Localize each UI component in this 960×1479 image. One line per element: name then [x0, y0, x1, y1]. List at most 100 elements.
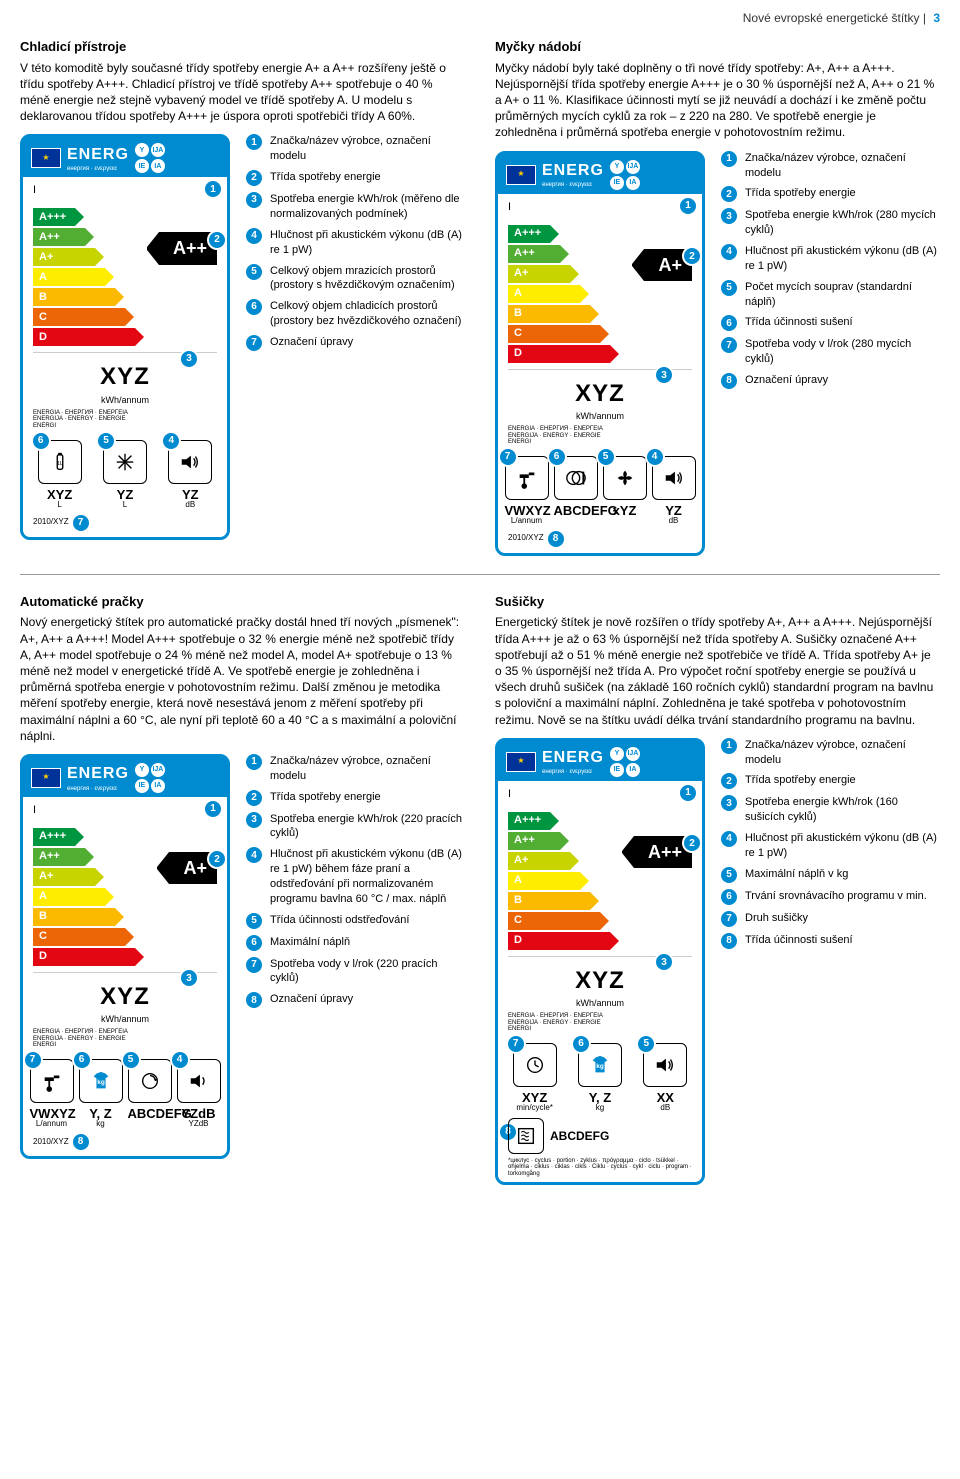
lang-codes: YIJAIEIA [135, 763, 175, 793]
legend-item: 6Třída účinnosti sušení [721, 315, 940, 331]
energy-class-row: A+++ [33, 208, 217, 226]
legend-item: 7Spotřeba vody v l/rok (280 mycích cyklů… [721, 337, 940, 367]
footnote: *циклус · cyclus · portion · zyklus · πρ… [498, 1158, 702, 1182]
legend-item: 1Značka/název výrobce, označení modelu [246, 754, 465, 784]
legend-item: 7Označení úpravy [246, 335, 465, 351]
section-column: Automatické pračky Nový energetický štít… [20, 593, 465, 1185]
eu-flag-icon: ★ [31, 148, 61, 168]
eu-flag-icon: ★ [506, 752, 536, 772]
regulation-row: 2010/XYZ 7 [23, 513, 227, 537]
class-arrows: A+++ A++ A+ A B C D A++ 2 [23, 208, 227, 346]
plates-icon: 6 [554, 456, 598, 500]
label-header: ★ ENERGенергия · ενεργεια YIJAIEIA [498, 154, 702, 194]
energia-text: ENERGIA · ЕНЕРГИЯ · ΕΝΕΡΓΕΙΑENERGIJA · E… [498, 426, 702, 450]
svg-text:kg: kg [97, 1079, 105, 1086]
section-divider [20, 574, 940, 575]
legend-item: 3Spotřeba energie kWh/rok (220 pracích c… [246, 812, 465, 842]
legend-item: 6Celkový objem chladicích prostorů (pros… [246, 299, 465, 329]
legend-item: 7Druh sušičky [721, 911, 940, 927]
section-row: Chladicí přístroje V této komoditě byly … [20, 38, 940, 556]
snowflake-icon: 5 [103, 440, 147, 484]
label-value: YZdBYZdB [177, 1107, 221, 1128]
label-value: VWXYZL/annum [505, 504, 549, 525]
energy-label: ★ ENERGенергия · ενεργεια YIJAIEIA III 1… [20, 754, 230, 1159]
brand-row: III 1 [23, 177, 227, 208]
values-row: VWXYZL/annumY, ZkgABCDEFGYZdBYZdB [23, 1107, 227, 1132]
page-number: 3 [933, 11, 940, 25]
energia-text: ENERGIA · ЕНЕРГИЯ · ΕΝΕΡΓΕΙΑENERGIJA · E… [23, 410, 227, 434]
energy-class-row: D [33, 948, 217, 966]
legend: 1Značka/název výrobce, označení modelu2T… [246, 754, 465, 1159]
label-value: YZL [103, 488, 147, 509]
legend-item: 5Celkový objem mrazicích prostorů (prost… [246, 264, 465, 294]
energy-class-row: B [33, 288, 217, 306]
energy-class-row: B [33, 908, 217, 926]
energy-class-row: B [508, 305, 692, 323]
regulation-row: 2010/XYZ 8 [498, 529, 702, 553]
legend-item: 2Třída spotřeby energie [721, 773, 940, 789]
energy-class-row: C [33, 308, 217, 326]
dryer-type-icon [508, 1118, 544, 1154]
label-value: ABCDEFG [128, 1107, 172, 1128]
energy-class-row: C [508, 912, 692, 930]
legend-item: 3Spotřeba energie kWh/rok (160 sušicích … [721, 795, 940, 825]
energy-class-row: A [508, 285, 692, 303]
values-row: XYZL YZL YZdB [23, 488, 227, 513]
brand-row: III 1 [23, 797, 227, 828]
eu-flag-icon: ★ [506, 165, 536, 185]
section-column: Chladicí přístroje V této komoditě byly … [20, 38, 465, 556]
label-value: XYZmin/cycle* [513, 1091, 557, 1112]
legend: 1Značka/název výrobce, označení modelu2T… [246, 134, 465, 539]
legend-item: 5Maximální náplň v kg [721, 867, 940, 883]
label-value: YZdB [652, 504, 696, 525]
lang-codes: YIJAIEIA [610, 747, 650, 777]
class-arrows: A+++ A++ A+ A B C D A+ 2 [23, 828, 227, 966]
lang-codes: YIJAIEIA [135, 143, 175, 173]
values-row: XYZmin/cycle* Y, Zkg XXdB [498, 1091, 702, 1116]
legend: 1Značka/název výrobce, označení modelu2T… [721, 738, 940, 1185]
label-value: Y, Zkg [79, 1107, 123, 1128]
section-body: V této komoditě byly současné třídy spot… [20, 60, 465, 125]
shirt-kg-icon: 6kg [79, 1059, 123, 1103]
clock-icon: 7 [513, 1043, 557, 1087]
energy-class-row: B [508, 892, 692, 910]
selected-class: A++ 2 [634, 836, 692, 868]
brand-row: III 1 [498, 194, 702, 225]
legend-item: 8Označení úpravy [246, 992, 465, 1008]
kwh-row: 3 XYZ kWh/annum [508, 956, 692, 1014]
label-value: XYZL [38, 488, 82, 509]
section-title: Sušičky [495, 593, 940, 611]
label-header: ★ ENERGенергия · ενεργεια YIJAIEIA [23, 137, 227, 177]
lang-codes: YIJAIEIA [610, 160, 650, 190]
label-value: XXdB [643, 1091, 687, 1112]
legend-item: 4Hlučnost při akustickém výkonu (dB (A) … [721, 244, 940, 274]
energia-text: ENERGIA · ЕНЕРГИЯ · ΕΝΕΡΓΕΙΑENERGIJA · E… [23, 1029, 227, 1053]
energy-class-row: C [508, 325, 692, 343]
legend-item: 5Třída účinnosti odstřeďování [246, 913, 465, 929]
energy-class-row: D [33, 328, 217, 346]
energy-class-row: A+++ [508, 812, 692, 830]
legend-item: 6Trvání srovnávacího programu v min. [721, 889, 940, 905]
tap-icon: 7 [30, 1059, 74, 1103]
sound-icon: 4 [652, 456, 696, 500]
legend-item: 1Značka/název výrobce, označení modelu [721, 151, 940, 181]
legend-item: 2Třída spotřeby energie [246, 170, 465, 186]
energy-class-row: A+++ [508, 225, 692, 243]
label-header: ★ ENERGенергия · ενεργεια YIJAIEIA [23, 757, 227, 797]
label-value: YZdB [168, 488, 212, 509]
sound-icon: 4 [168, 440, 212, 484]
energy-class-row: A [508, 872, 692, 890]
eu-flag-icon: ★ [31, 768, 61, 788]
legend-item: 8Třída účinnosti sušení [721, 933, 940, 949]
section-body: Energetický štítek je nově rozšířen o tř… [495, 614, 940, 727]
energy-class-row: C [33, 928, 217, 946]
page-header: Nové evropské energetické štítky | 3 [20, 10, 940, 26]
selected-class: A++ 2 [159, 232, 217, 264]
kwh-row: 3 XYZ kWh/annum [508, 369, 692, 427]
legend-item: 3Spotřeba energie kWh/rok (280 mycích cy… [721, 208, 940, 238]
label-value: Y, Zkg [578, 1091, 622, 1112]
spin-icon: 5 [128, 1059, 172, 1103]
legend: 1Značka/název výrobce, označení modelu2T… [721, 151, 940, 556]
shirt-kg-icon: 6kg [578, 1043, 622, 1087]
section-title: Automatické pračky [20, 593, 465, 611]
